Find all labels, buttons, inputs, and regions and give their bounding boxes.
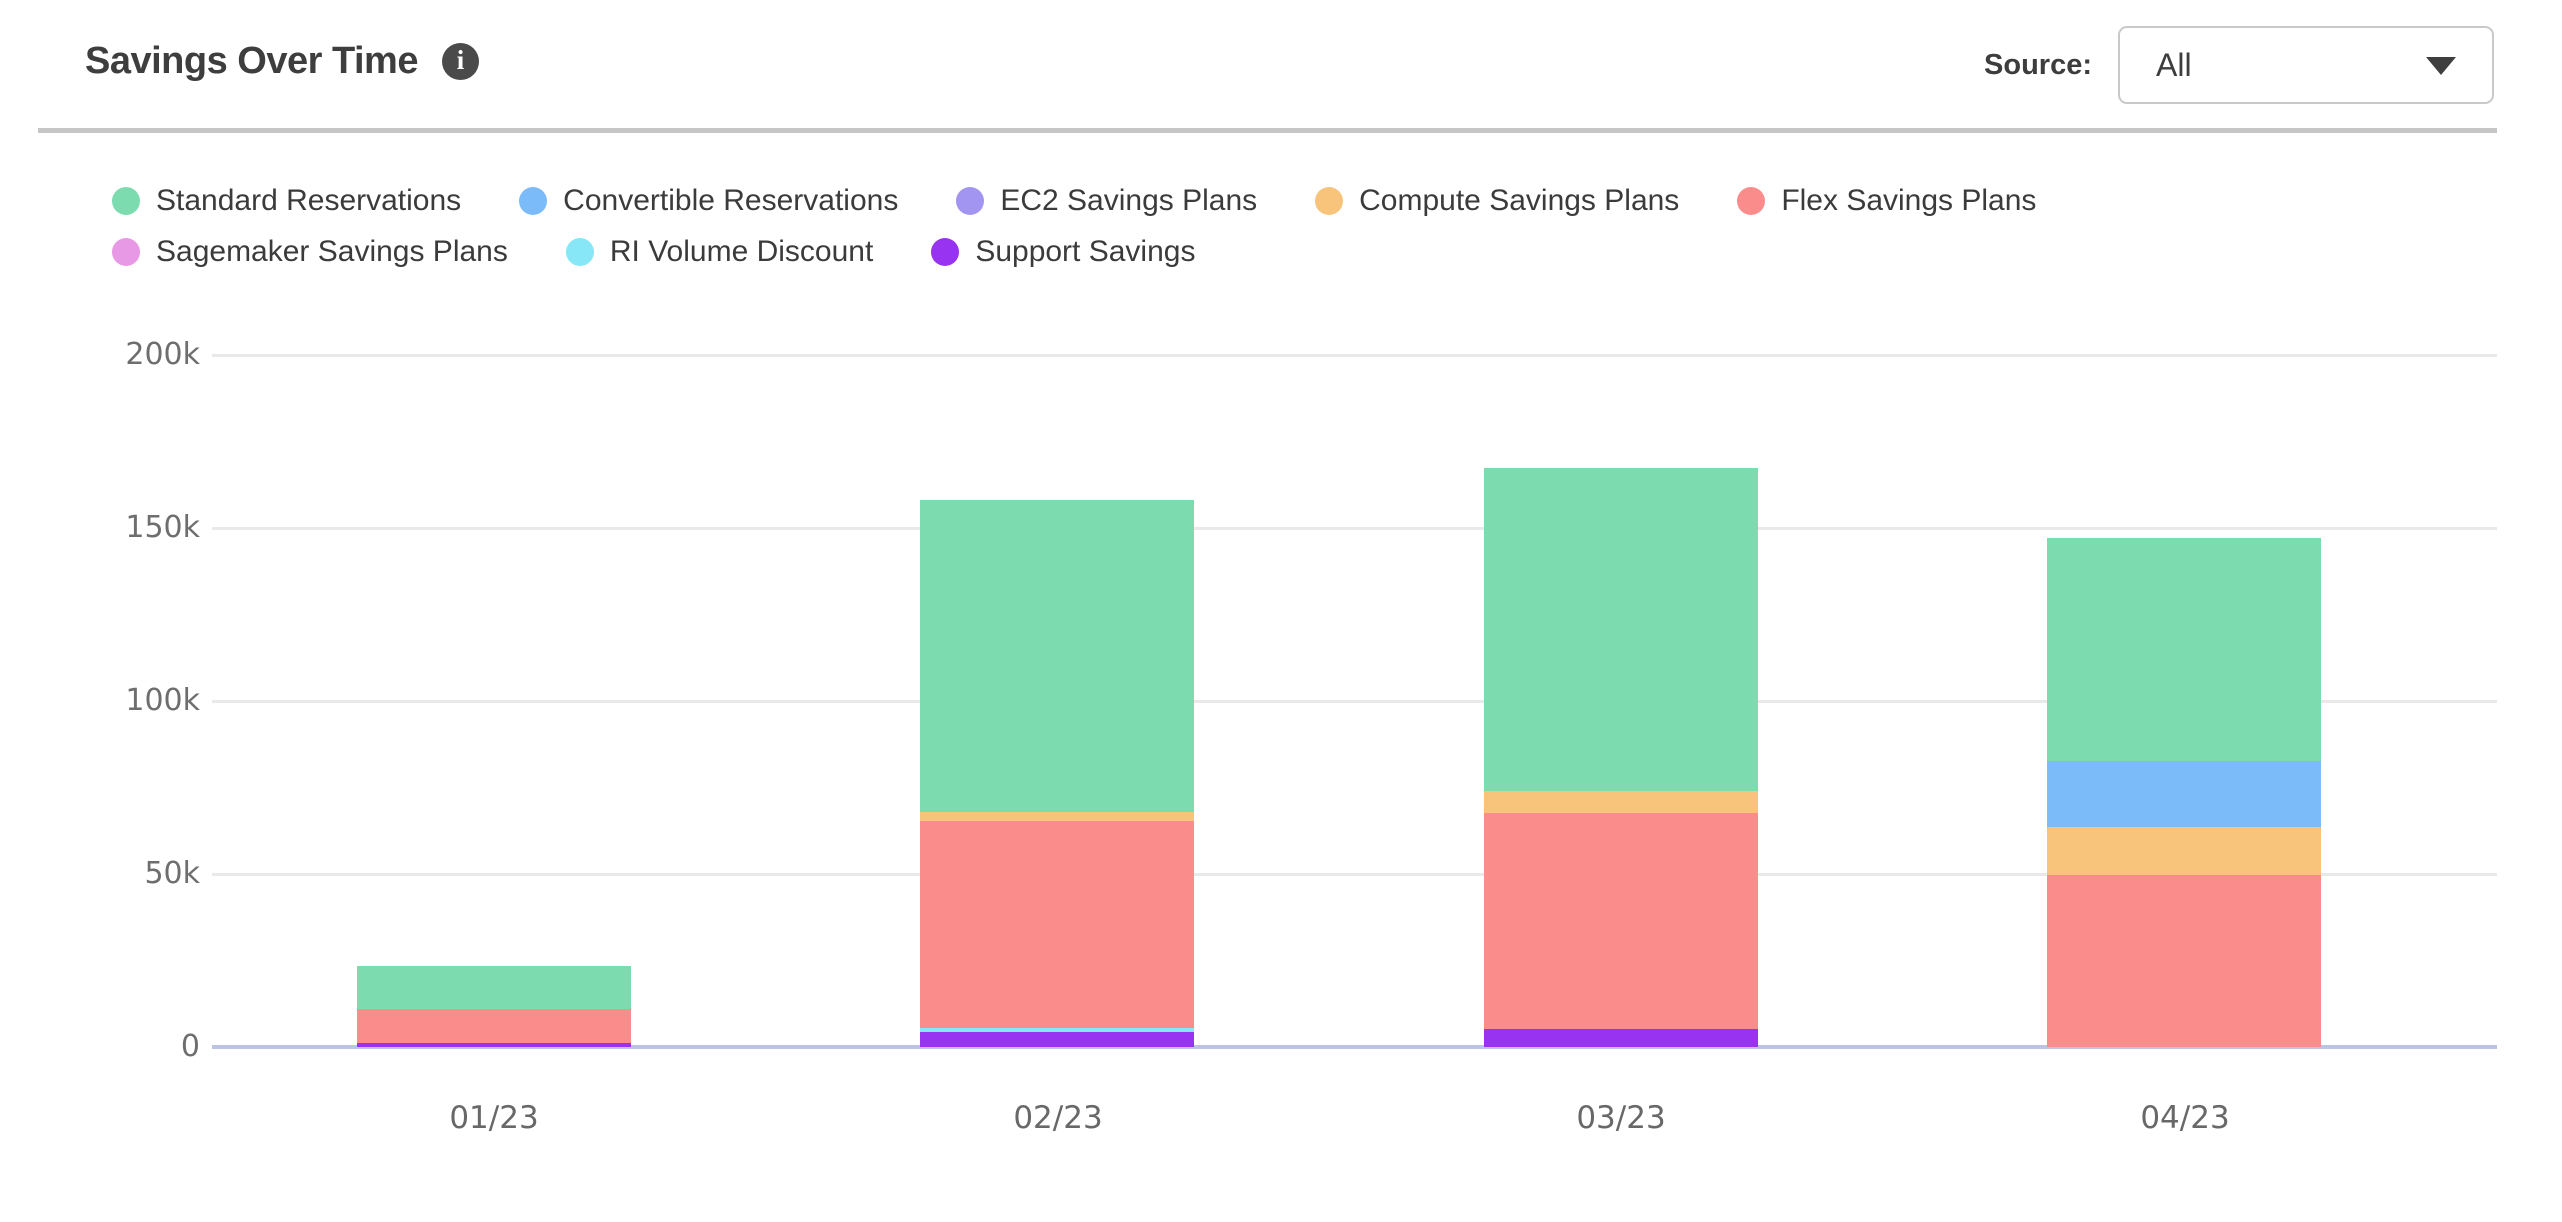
bar-segment-03-23-support-savings[interactable] xyxy=(1484,1029,1758,1047)
bar-segment-04-23-standard-reservations[interactable] xyxy=(2047,538,2321,761)
x-axis-label-04-23: 04/23 xyxy=(2140,1100,2230,1136)
legend-swatch-compute-savings-plans xyxy=(1315,187,1344,215)
legend-item-sagemaker-savings-plans[interactable]: Sagemaker Savings Plans xyxy=(112,235,508,269)
source-label: Source: xyxy=(1984,48,2092,81)
bar-segment-01-23-flex-savings-plans[interactable] xyxy=(357,1008,631,1043)
bar-segment-02-23-compute-savings-plans[interactable] xyxy=(920,812,1194,822)
gridline-50k xyxy=(212,873,2497,876)
bar-segment-03-23-flex-savings-plans[interactable] xyxy=(1484,813,1758,1030)
bar-segment-04-23-flex-savings-plans[interactable] xyxy=(2047,875,2321,1047)
legend-label: Support Savings xyxy=(975,235,1196,268)
y-tick-label: 50k xyxy=(144,856,200,891)
legend-swatch-convertible-reservations xyxy=(519,187,548,215)
legend-swatch-support-savings xyxy=(931,238,960,266)
bar-01-23 xyxy=(357,355,631,1047)
legend-item-convertible-reservations[interactable]: Convertible Reservations xyxy=(519,184,898,218)
legend-swatch-ri-volume-discount xyxy=(565,238,594,266)
legend-label: Sagemaker Savings Plans xyxy=(156,235,508,268)
legend-item-compute-savings-plans[interactable]: Compute Savings Plans xyxy=(1315,184,1679,218)
bar-segment-01-23-support-savings[interactable] xyxy=(357,1042,631,1047)
legend-label: Standard Reservations xyxy=(156,184,462,217)
legend-label: EC2 Savings Plans xyxy=(1000,184,1258,217)
bar-segment-01-23-standard-reservations[interactable] xyxy=(357,966,631,1009)
legend-item-ri-volume-discount[interactable]: RI Volume Discount xyxy=(565,235,874,269)
bar-02-23 xyxy=(920,355,1194,1047)
legend-label: RI Volume Discount xyxy=(609,235,874,268)
y-tick-label: 150k xyxy=(125,510,200,545)
bar-segment-02-23-flex-savings-plans[interactable] xyxy=(920,821,1194,1028)
bar-segment-02-23-standard-reservations[interactable] xyxy=(920,500,1194,813)
panel-title: Savings Over Time xyxy=(85,40,418,82)
legend-swatch-ec2-savings-plans xyxy=(956,187,985,215)
bar-03-23 xyxy=(1484,355,1758,1047)
chart-legend: Standard Reservations Convertible Reserva… xyxy=(112,184,2036,269)
bar-04-23 xyxy=(2047,355,2321,1047)
source-control: Source: All xyxy=(1984,26,2494,104)
bar-segment-02-23-ri-volume-discount[interactable] xyxy=(920,1027,1194,1032)
legend-item-flex-savings-plans[interactable]: Flex Savings Plans xyxy=(1737,184,2036,218)
gridline-150k xyxy=(212,527,2497,530)
chevron-down-icon xyxy=(2426,57,2456,75)
info-icon[interactable]: i xyxy=(441,43,479,80)
legend-label: Compute Savings Plans xyxy=(1359,184,1680,217)
legend-row-2: Sagemaker Savings Plans RI Volume Discoun… xyxy=(112,235,2036,269)
y-tick-label: 100k xyxy=(125,683,200,718)
legend-label: Convertible Reservations xyxy=(563,184,899,217)
bar-segment-04-23-convertible-reservations[interactable] xyxy=(2047,760,2321,827)
legend-label: Flex Savings Plans xyxy=(1781,184,2037,217)
bar-segment-03-23-standard-reservations[interactable] xyxy=(1484,468,1758,791)
legend-item-support-savings[interactable]: Support Savings xyxy=(931,235,1195,269)
gridline-200k xyxy=(212,354,2497,357)
legend-row-1: Standard Reservations Convertible Reserva… xyxy=(112,184,2036,218)
legend-swatch-sagemaker-savings-plans xyxy=(112,238,140,266)
legend-item-ec2-savings-plans[interactable]: EC2 Savings Plans xyxy=(956,184,1257,218)
source-select[interactable]: All xyxy=(2118,26,2494,104)
x-axis-label-03-23: 03/23 xyxy=(1576,1100,1666,1136)
legend-item-standard-reservations[interactable]: Standard Reservations xyxy=(112,184,461,218)
bar-segment-02-23-support-savings[interactable] xyxy=(920,1031,1194,1047)
source-select-value: All xyxy=(2156,46,2192,83)
legend-swatch-standard-reservations xyxy=(112,187,140,215)
header-divider xyxy=(38,128,2497,133)
panel-header: Savings Over Time i xyxy=(85,40,479,83)
y-tick-label: 0 xyxy=(180,1029,200,1064)
y-tick-label: 200k xyxy=(125,337,200,372)
legend-swatch-flex-savings-plans xyxy=(1737,187,1766,215)
bar-segment-03-23-compute-savings-plans[interactable] xyxy=(1484,790,1758,814)
x-axis-label-02-23: 02/23 xyxy=(1013,1100,1103,1136)
x-axis-label-01-23: 01/23 xyxy=(449,1100,539,1136)
x-axis-line xyxy=(212,1045,2497,1049)
bar-segment-04-23-compute-savings-plans[interactable] xyxy=(2047,826,2321,876)
gridline-100k xyxy=(212,700,2497,703)
